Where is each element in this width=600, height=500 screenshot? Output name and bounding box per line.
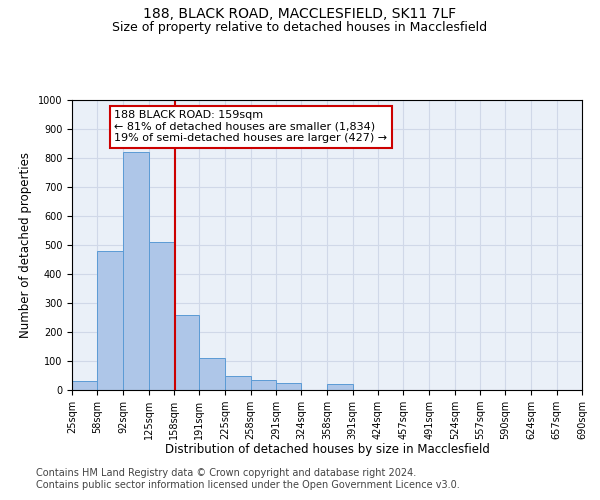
Bar <box>72 382 97 390</box>
Text: Size of property relative to detached houses in Macclesfield: Size of property relative to detached ho… <box>112 21 488 34</box>
Bar <box>276 383 301 390</box>
Bar <box>174 314 199 390</box>
Text: Contains public sector information licensed under the Open Government Licence v3: Contains public sector information licen… <box>36 480 460 490</box>
Bar <box>97 251 124 390</box>
Text: Distribution of detached houses by size in Macclesfield: Distribution of detached houses by size … <box>164 442 490 456</box>
Bar <box>226 376 251 390</box>
Bar <box>124 152 149 390</box>
Bar <box>251 380 276 390</box>
Text: Contains HM Land Registry data © Crown copyright and database right 2024.: Contains HM Land Registry data © Crown c… <box>36 468 416 477</box>
Bar <box>199 358 226 390</box>
Text: 188, BLACK ROAD, MACCLESFIELD, SK11 7LF: 188, BLACK ROAD, MACCLESFIELD, SK11 7LF <box>143 8 457 22</box>
Bar <box>149 242 174 390</box>
Text: 188 BLACK ROAD: 159sqm
← 81% of detached houses are smaller (1,834)
19% of semi-: 188 BLACK ROAD: 159sqm ← 81% of detached… <box>114 110 388 144</box>
Y-axis label: Number of detached properties: Number of detached properties <box>19 152 32 338</box>
Bar <box>328 384 353 390</box>
